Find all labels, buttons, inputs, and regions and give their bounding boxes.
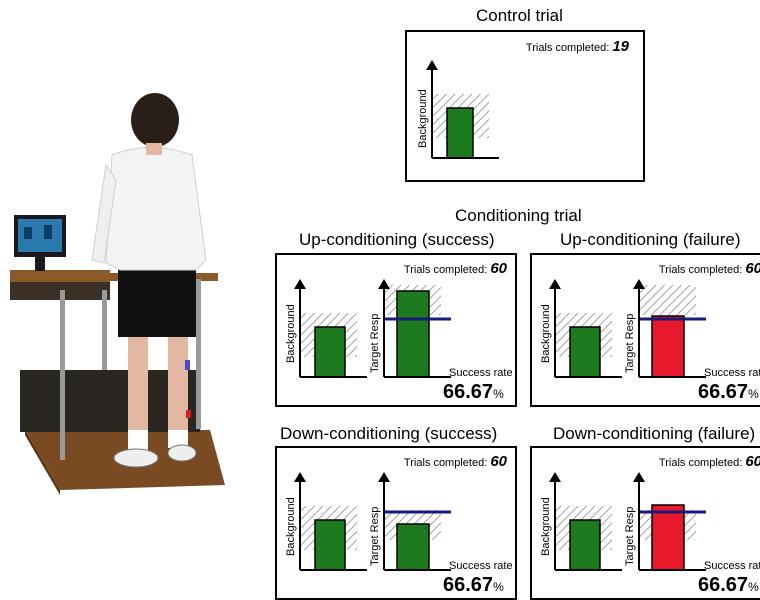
background-bar <box>314 326 346 378</box>
background-bar <box>569 519 601 571</box>
success-rate-unit: % <box>748 387 759 401</box>
trials-completed: Trials completed: 60 <box>659 260 760 277</box>
background-graph <box>294 472 367 571</box>
panel-3-title: Down-conditioning (failure) <box>553 424 756 443</box>
target-resp-graph <box>633 472 706 571</box>
background-up-arrow-icon <box>294 472 306 482</box>
control-panel: Trials completed: 19 Background <box>405 30 645 182</box>
control-background-axis-label: Background <box>417 89 429 148</box>
conditioning-panel-2: Trials completed: 60 Background Target R… <box>275 446 517 600</box>
background-graph <box>294 279 367 378</box>
success-rate-unit: % <box>493 387 504 401</box>
success-rate-unit: % <box>748 580 759 594</box>
success-rate-label: Success rate <box>449 560 513 572</box>
background-axis-label: Background <box>540 304 552 363</box>
target-resp-axis-label: Target Resp <box>624 313 636 373</box>
conditioning-panel-0: Trials completed: 60 Background Target R… <box>275 253 517 407</box>
trials-completed: Trials completed: 60 <box>404 453 507 470</box>
background-up-arrow-icon <box>549 472 561 482</box>
target-resp-axis-label: Target Resp <box>369 506 381 566</box>
target-range <box>640 285 696 315</box>
background-bar <box>569 326 601 378</box>
target-resp-graph <box>378 472 451 571</box>
background-graph <box>549 279 622 378</box>
trials-completed-label: Trials completed: <box>403 457 488 469</box>
success-rate-value: 66.67% <box>698 574 759 597</box>
trials-completed: Trials completed: 60 <box>659 453 760 470</box>
target-resp-bar <box>651 315 685 378</box>
success-rate-label: Success rate <box>704 560 760 572</box>
panel-2-title: Down-conditioning (success) <box>280 424 498 443</box>
success-rate-value: 66.67% <box>443 574 504 597</box>
subject-photo <box>10 93 225 495</box>
success-rate-label: Success rate <box>704 367 760 379</box>
trials-completed-value: 60 <box>490 453 507 470</box>
background-graph <box>549 472 622 571</box>
target-resp-bar <box>396 290 430 378</box>
background-axis-label: Background <box>285 497 297 556</box>
target-resp-bar <box>396 523 430 571</box>
trials-completed: Trials completed: 60 <box>404 260 507 277</box>
success-rate-value: 66.67% <box>698 381 759 404</box>
trials-completed-value: 60 <box>745 453 760 470</box>
background-bar <box>314 519 346 571</box>
success-rate-label: Success rate <box>449 367 513 379</box>
target-up-arrow-icon <box>633 279 645 289</box>
panel-1-title: Up-conditioning (failure) <box>560 230 741 249</box>
success-rate-number: 66.67 <box>698 381 749 403</box>
target-resp-bar <box>651 504 685 571</box>
control-up-arrow-icon <box>426 60 438 70</box>
conditioning-panel-3: Trials completed: 60 Background Target R… <box>530 446 760 600</box>
control-trials-value: 19 <box>612 38 629 55</box>
conditioning-panel-1: Trials completed: 60 Background Target R… <box>530 253 760 407</box>
target-resp-axis-label: Target Resp <box>369 313 381 373</box>
target-resp-axis-label: Target Resp <box>624 506 636 566</box>
target-up-arrow-icon <box>378 472 390 482</box>
success-rate-value: 66.67% <box>443 381 504 404</box>
control-trials-label: Trials completed: <box>525 42 610 54</box>
control-title: Control trial <box>476 6 563 25</box>
success-rate-number: 66.67 <box>698 574 749 596</box>
control-background-bar <box>446 107 474 159</box>
success-rate-unit: % <box>493 580 504 594</box>
panel-0-title: Up-conditioning (success) <box>299 230 495 249</box>
trials-completed-value: 60 <box>490 260 507 277</box>
conditioning-title: Conditioning trial <box>455 206 582 225</box>
trials-completed-label: Trials completed: <box>658 457 743 469</box>
success-rate-number: 66.67 <box>443 381 494 403</box>
control-trials-completed: Trials completed: 19 <box>526 38 629 55</box>
trials-completed-label: Trials completed: <box>403 264 488 276</box>
target-resp-graph <box>633 279 706 378</box>
target-resp-graph <box>378 279 451 378</box>
target-up-arrow-icon <box>633 472 645 482</box>
background-axis-label: Background <box>540 497 552 556</box>
control-background-graph <box>426 60 499 159</box>
success-rate-number: 66.67 <box>443 574 494 596</box>
trials-completed-value: 60 <box>745 260 760 277</box>
background-up-arrow-icon <box>549 279 561 289</box>
trials-completed-label: Trials completed: <box>658 264 743 276</box>
background-up-arrow-icon <box>294 279 306 289</box>
background-axis-label: Background <box>285 304 297 363</box>
target-up-arrow-icon <box>378 279 390 289</box>
